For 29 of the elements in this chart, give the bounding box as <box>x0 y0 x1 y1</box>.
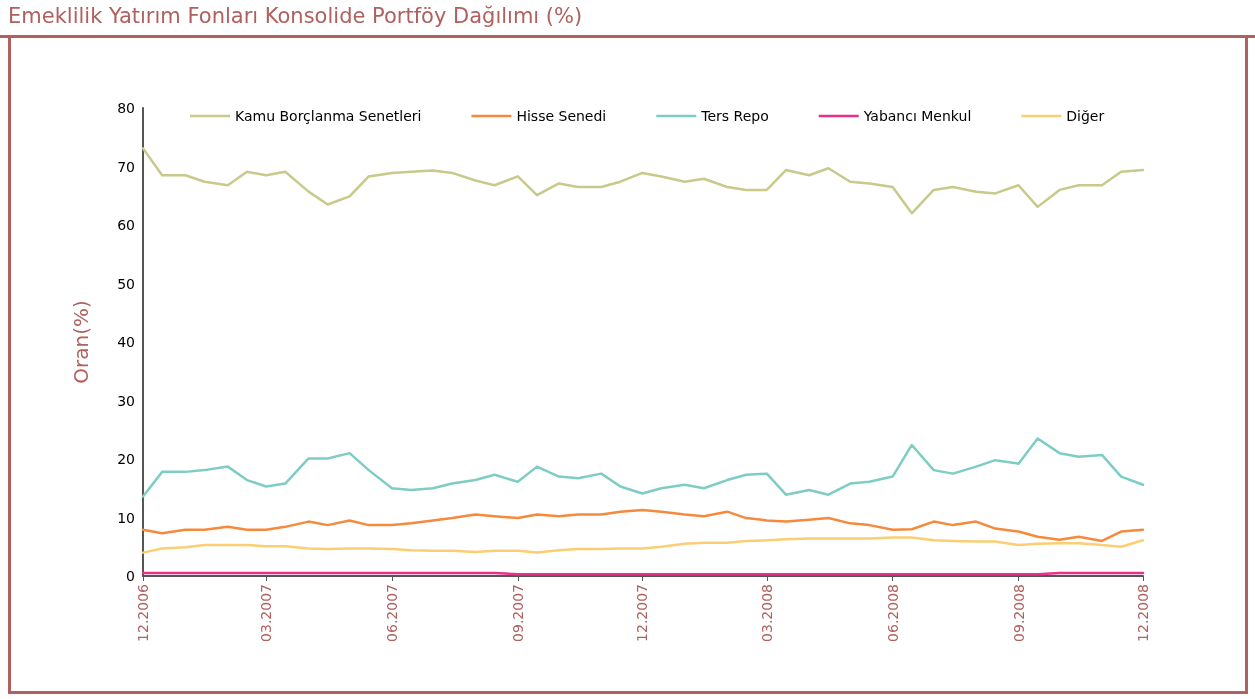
y-tick-label: 30 <box>117 392 135 409</box>
y-tick-label: 10 <box>117 509 135 526</box>
y-tick-label: 70 <box>117 158 135 175</box>
line-series <box>141 508 1145 543</box>
y-tick-label: 0 <box>126 568 135 584</box>
x-tick-label: 12.2008 <box>1135 584 1151 642</box>
x-tick-label: 09.2008 <box>1010 584 1027 642</box>
x-tick-label: 03.2008 <box>758 584 775 642</box>
y-tick-label: 40 <box>117 334 135 350</box>
legend-label: Kamu Borçlanma Senetleri <box>235 108 422 124</box>
legend-label: Hisse Senedi <box>516 108 607 124</box>
x-tick-label: 12.2007 <box>634 584 651 642</box>
y-tick-label: 80 <box>117 100 135 116</box>
x-tick-label: 03.2007 <box>258 584 275 642</box>
legend-label: Ters Repo <box>700 108 769 124</box>
y-tick-label: 50 <box>117 275 135 292</box>
x-tick-label: 06.2007 <box>383 584 400 642</box>
line-series <box>141 536 1145 554</box>
y-tick-label: 20 <box>117 451 135 467</box>
line-series <box>141 437 1145 498</box>
legend-label: Yabancı Menkul <box>862 108 972 124</box>
x-tick-label: 09.2007 <box>509 584 526 642</box>
y-tick-label: 60 <box>117 217 135 233</box>
line-series <box>141 147 1145 215</box>
x-tick-label: 06.2008 <box>884 584 901 642</box>
y-axis-title: Oran(%) <box>69 300 93 384</box>
x-tick-label: 12.2006 <box>135 583 151 642</box>
chart-title: Emeklilik Yatırım Fonları Konsolide Portföy Dağılımı (%) <box>8 4 583 28</box>
legend-label: Diğer <box>1066 108 1105 124</box>
